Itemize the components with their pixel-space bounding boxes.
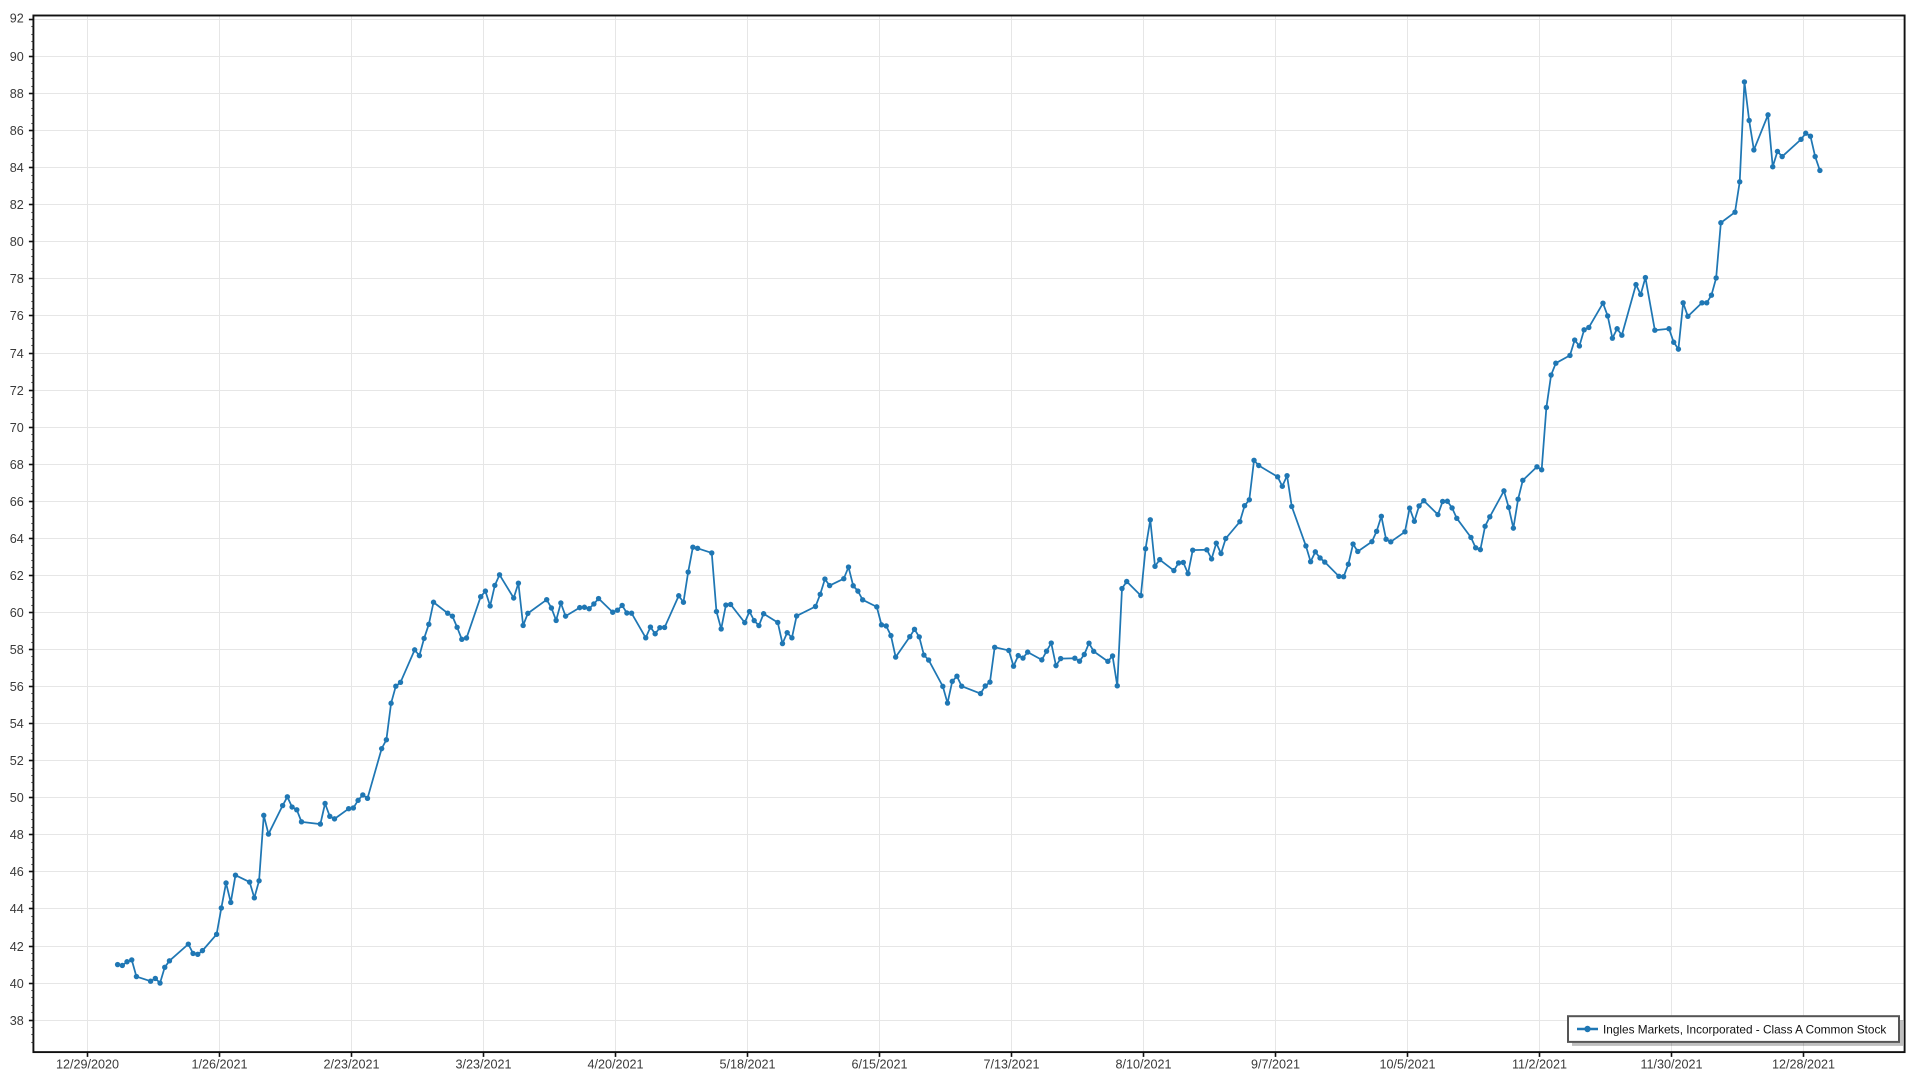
svg-text:60: 60 (10, 606, 24, 620)
svg-text:58: 58 (10, 643, 24, 657)
svg-text:70: 70 (10, 421, 24, 435)
svg-text:44: 44 (10, 902, 24, 916)
svg-text:54: 54 (10, 717, 24, 731)
svg-text:11/2/2021: 11/2/2021 (1512, 1058, 1567, 1072)
svg-text:64: 64 (10, 532, 24, 546)
svg-text:92: 92 (10, 11, 24, 25)
svg-text:4/20/2021: 4/20/2021 (587, 1058, 643, 1072)
svg-text:82: 82 (10, 198, 24, 212)
svg-text:50: 50 (10, 791, 24, 805)
svg-text:3/23/2021: 3/23/2021 (455, 1058, 511, 1072)
svg-text:56: 56 (10, 680, 24, 694)
svg-text:86: 86 (10, 124, 24, 138)
svg-text:12/28/2021: 12/28/2021 (1772, 1058, 1835, 1072)
svg-text:78: 78 (10, 272, 24, 286)
svg-text:84: 84 (10, 161, 24, 175)
svg-text:48: 48 (10, 828, 24, 842)
svg-text:12/29/2020: 12/29/2020 (56, 1058, 119, 1072)
svg-text:10/5/2021: 10/5/2021 (1379, 1058, 1435, 1072)
svg-text:74: 74 (10, 347, 24, 361)
svg-text:66: 66 (10, 495, 24, 509)
svg-text:7/13/2021: 7/13/2021 (983, 1058, 1039, 1072)
svg-text:38: 38 (10, 1014, 24, 1028)
svg-text:42: 42 (10, 940, 24, 954)
svg-text:Ingles Markets, Incorporated -: Ingles Markets, Incorporated - Class A C… (1603, 1023, 1886, 1037)
svg-text:5/18/2021: 5/18/2021 (719, 1058, 775, 1072)
svg-text:46: 46 (10, 865, 24, 879)
svg-text:80: 80 (10, 235, 24, 249)
svg-text:88: 88 (10, 87, 24, 101)
svg-text:2/23/2021: 2/23/2021 (323, 1058, 379, 1072)
svg-text:68: 68 (10, 458, 24, 472)
svg-text:11/30/2021: 11/30/2021 (1640, 1058, 1702, 1072)
svg-text:1/26/2021: 1/26/2021 (191, 1058, 247, 1072)
svg-text:9/7/2021: 9/7/2021 (1251, 1058, 1300, 1072)
svg-text:72: 72 (10, 384, 24, 398)
svg-text:6/15/2021: 6/15/2021 (851, 1058, 907, 1072)
svg-text:40: 40 (10, 977, 24, 991)
svg-text:8/10/2021: 8/10/2021 (1115, 1058, 1171, 1072)
svg-text:52: 52 (10, 754, 24, 768)
svg-text:90: 90 (10, 50, 24, 64)
svg-text:62: 62 (10, 569, 24, 583)
svg-text:76: 76 (10, 309, 24, 323)
